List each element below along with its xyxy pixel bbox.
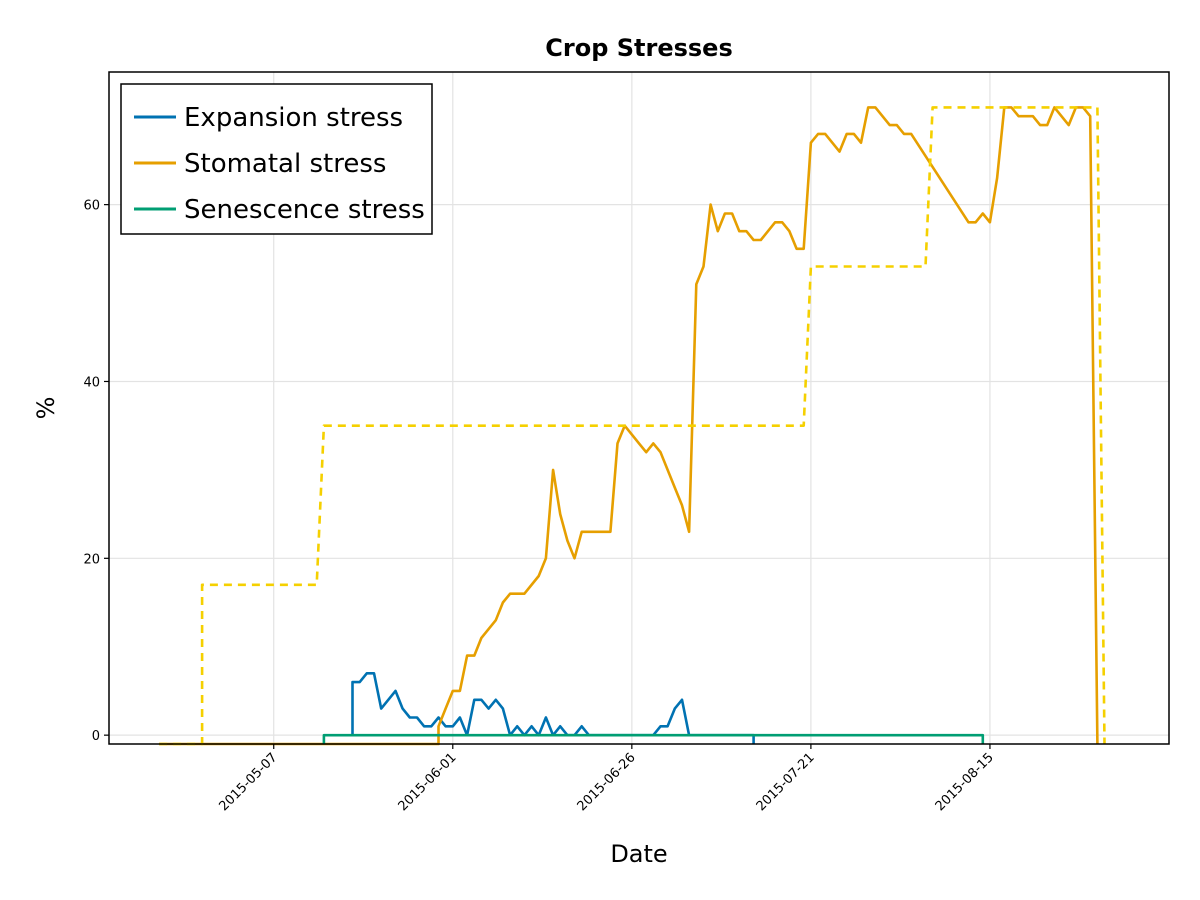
y-tick-label: 40 [83, 375, 100, 390]
series-line-dashed-threshold [159, 106, 1106, 746]
y-axis-title: % [32, 397, 60, 420]
series-line-expansion-stress [351, 672, 755, 744]
y-tick-label: 60 [83, 199, 100, 214]
series-line-stomatal-stress [159, 106, 1099, 746]
legend-label: Expansion stress [184, 103, 403, 133]
legend-label: Stomatal stress [184, 149, 386, 179]
x-axis-title: Date [610, 840, 667, 868]
y-tick-label: 20 [83, 552, 100, 567]
series-layer [159, 106, 1106, 746]
y-tick-label: 0 [92, 729, 100, 744]
plot-frame [108, 71, 1170, 745]
legend: Expansion stress Stomatal stress Senescenc… [120, 83, 433, 235]
legend-label: Senescence stress [184, 195, 425, 225]
series-line-senescence-stress [322, 733, 985, 744]
chart-title: Crop Stresses [545, 34, 732, 62]
